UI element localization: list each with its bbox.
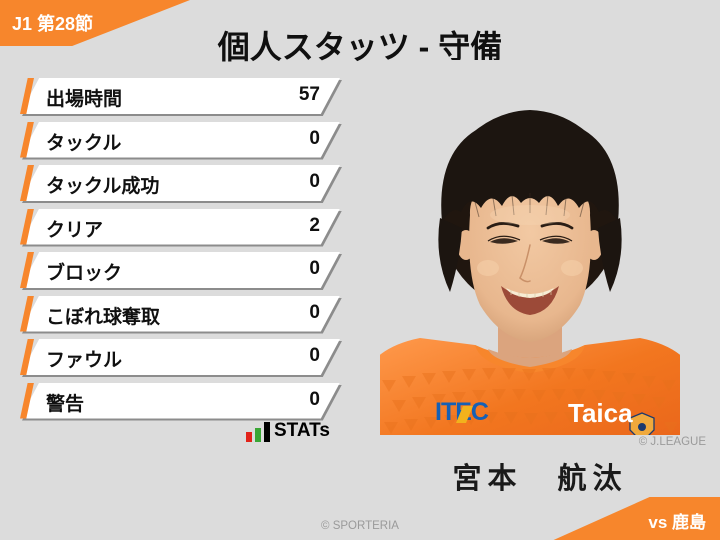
svg-text:Taica: Taica [568,398,633,428]
